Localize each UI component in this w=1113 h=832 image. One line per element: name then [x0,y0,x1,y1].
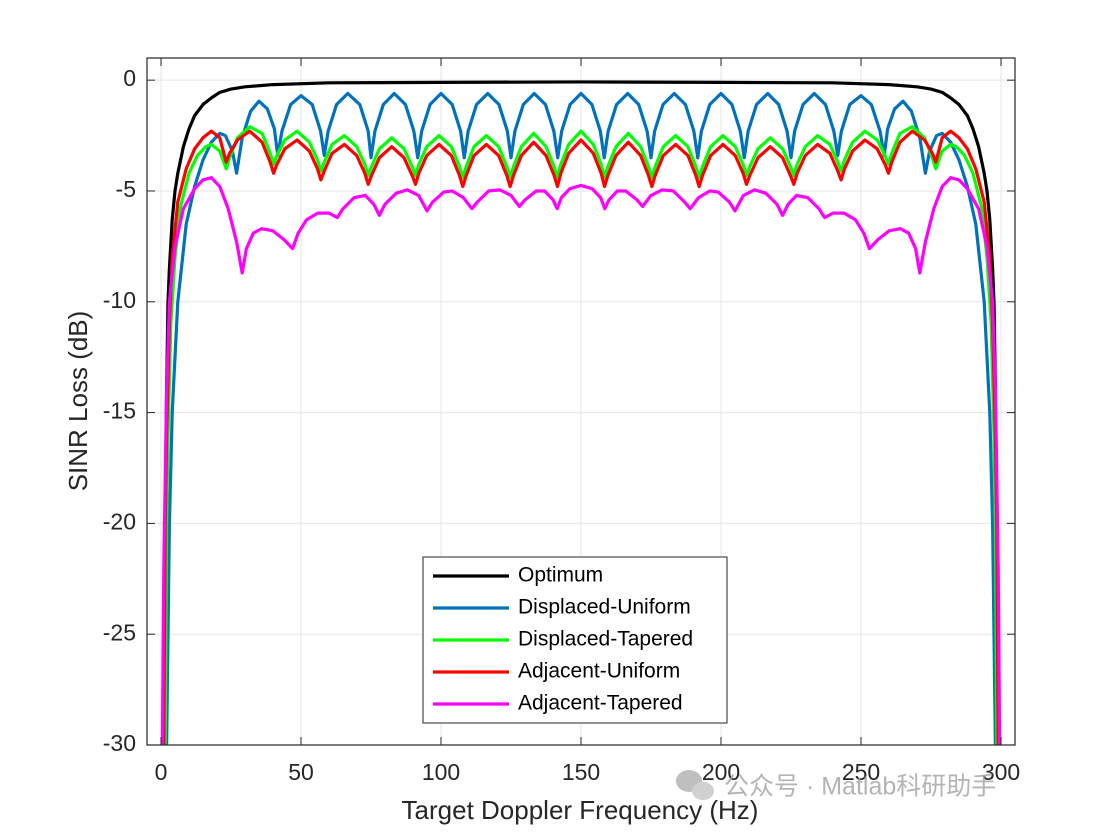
plot-lines [160,80,1002,745]
x-tick-label: 250 [842,759,880,785]
legend-label: Adjacent-Uniform [518,660,680,683]
x-tick-label: 0 [155,759,168,785]
y-tick-label: -30 [103,730,136,756]
watermark-icon [692,782,714,800]
legend-label: Optimum [518,564,603,587]
legend: Optimum Displaced-Uniform Displaced-Tapere… [422,556,728,724]
x-tick-label: 50 [288,759,314,785]
series-line [162,80,1000,745]
x-tick-label: 150 [562,759,600,785]
y-tick-label: 0 [123,65,136,91]
watermark-group: 公众号 · Matlab科研助手 [676,770,996,801]
y-tick-label: -15 [103,398,136,424]
y-tick-label: -10 [103,287,136,313]
x-tick-label: 200 [702,759,740,785]
x-tick-label: 300 [982,759,1020,785]
legend-label: Displaced-Tapered [518,628,693,651]
y-tick-label: -20 [103,508,136,534]
series-line [162,129,1000,745]
y-axis-label: SINR Loss (dB) [63,311,93,492]
watermark: 公众号 · Matlab科研助手 [724,773,996,801]
legend-label: Displaced-Uniform [518,596,691,619]
series-line [165,91,997,745]
x-tick-label: 100 [422,759,460,785]
y-tick-label: -25 [103,619,136,645]
legend-label: Adjacent-Tapered [518,692,683,715]
ticks: 0 50 100 150 200 250 300 -30 -25 -20 -15 -10 -5 0 [103,58,1020,785]
x-axis-label: Target Doppler Frequency (Hz) [402,795,759,825]
series-line [160,176,1002,745]
series-line [163,125,999,745]
y-tick-label: -5 [116,176,136,202]
